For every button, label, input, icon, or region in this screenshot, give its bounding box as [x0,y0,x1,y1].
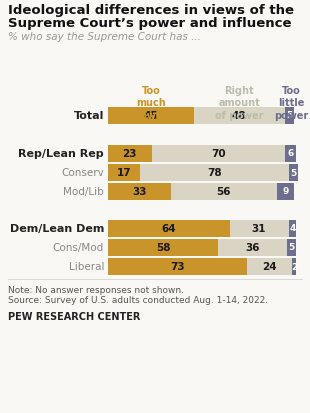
Text: 4: 4 [289,224,295,233]
Bar [140,164,289,181]
Text: 2: 2 [291,262,297,271]
Text: 23: 23 [122,149,137,159]
Bar [292,258,296,275]
Text: 31: 31 [252,223,266,233]
Text: 45: 45 [144,111,158,121]
Text: Mod/Lib: Mod/Lib [63,187,104,197]
Text: Supreme Court’s power and influence: Supreme Court’s power and influence [8,17,291,30]
Text: Ideological differences in views of the: Ideological differences in views of the [8,4,294,17]
Bar [108,107,193,124]
Text: 56: 56 [217,187,231,197]
Text: 5: 5 [286,111,293,120]
Bar [108,258,247,275]
Text: Note: No answer responses not shown.: Note: No answer responses not shown. [8,285,184,294]
Bar [285,145,296,162]
Bar [289,164,298,181]
Text: Cons/Mod: Cons/Mod [53,242,104,252]
Bar [285,107,294,124]
Text: 73: 73 [170,261,185,271]
Bar [277,183,294,200]
Text: 48: 48 [232,111,246,121]
Bar [230,220,289,237]
Bar [108,164,140,181]
Text: % who say the Supreme Court has ...: % who say the Supreme Court has ... [8,32,201,42]
Text: Right
amount
of power: Right amount of power [215,86,264,121]
Bar [108,239,218,256]
Bar [171,183,277,200]
Text: 9: 9 [282,187,289,196]
Text: 78: 78 [207,168,222,178]
Text: Source: Survey of U.S. adults conducted Aug. 1-14, 2022.: Source: Survey of U.S. adults conducted … [8,295,268,304]
Bar [193,107,285,124]
Bar [287,239,296,256]
Text: 64: 64 [162,223,176,233]
Text: 5: 5 [290,168,296,177]
Bar [152,145,285,162]
Text: 33: 33 [132,187,147,197]
Text: 6: 6 [287,149,294,158]
Text: 17: 17 [117,168,131,178]
Text: 70: 70 [211,149,225,159]
Bar [218,239,287,256]
Text: 36: 36 [245,242,260,252]
Text: Too
much
power: Too much power [134,86,168,121]
Text: Dem/Lean Dem: Dem/Lean Dem [10,223,104,233]
Text: Conserv: Conserv [61,168,104,178]
Text: Too
little
power: Too little power [274,86,308,121]
Bar [247,258,292,275]
Text: 58: 58 [156,242,171,252]
Text: Liberal: Liberal [69,261,104,271]
Bar [289,220,296,237]
Text: 24: 24 [262,261,277,271]
Text: PEW RESEARCH CENTER: PEW RESEARCH CENTER [8,311,140,321]
Text: Rep/Lean Rep: Rep/Lean Rep [18,149,104,159]
Text: Total: Total [74,111,104,121]
Bar [108,183,171,200]
Bar [108,145,152,162]
Bar [108,220,230,237]
Text: 5: 5 [288,243,294,252]
